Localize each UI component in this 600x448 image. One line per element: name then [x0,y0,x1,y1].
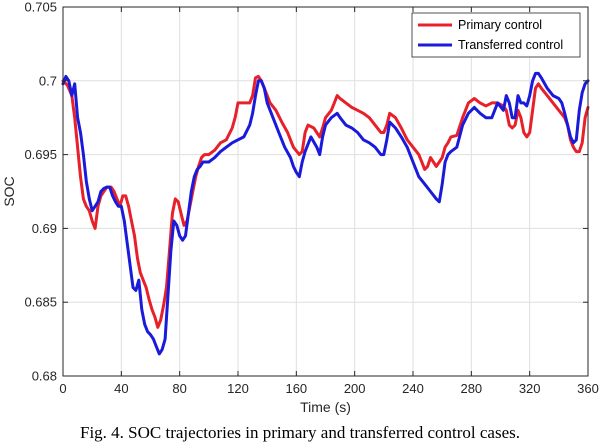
figure-caption: Fig. 4. SOC trajectories in primary and … [80,423,520,442]
x-tick-label: 160 [285,381,307,396]
x-tick-label: 240 [402,381,424,396]
plot-frame [62,6,589,377]
series-line-transferred-control [61,71,590,356]
series-lines [61,71,590,356]
x-tick-label: 40 [114,381,128,396]
legend: Primary control Transferred control [411,12,581,58]
y-tick-label: 0.695 [24,147,57,162]
y-tick-label: 0.685 [24,295,57,310]
y-tick-label: 0.68 [32,369,57,384]
x-tick-label: 200 [344,381,366,396]
grid-lines [63,7,588,376]
x-axis-label: Time (s) [300,399,351,415]
legend-label-primary-control: Primary control [458,18,542,32]
x-tick-label: 280 [460,381,482,396]
legend-box [411,12,581,58]
y-tick-label: 0.705 [24,0,57,15]
x-tick-label: 0 [59,381,66,396]
y-tick-label: 0.7 [39,73,57,88]
x-tick-label: 80 [172,381,186,396]
x-tick-label: 320 [519,381,541,396]
x-tick-label: 120 [227,381,249,396]
axis-ticks: 0 40 80 120 160 200 240 280 320 360 0.68 0.685 0.69 0… [24,0,598,396]
legend-label-transferred-control: Transferred control [458,38,563,52]
soc-line-chart: 0 40 80 120 160 200 240 280 320 360 0.68 0.685 0.69 0… [1,0,599,415]
series-line-primary-control [61,74,590,329]
x-tick-label: 360 [577,381,599,396]
plot-area [63,7,588,376]
y-axis-label: SOC [1,176,17,206]
y-tick-label: 0.69 [32,221,57,236]
